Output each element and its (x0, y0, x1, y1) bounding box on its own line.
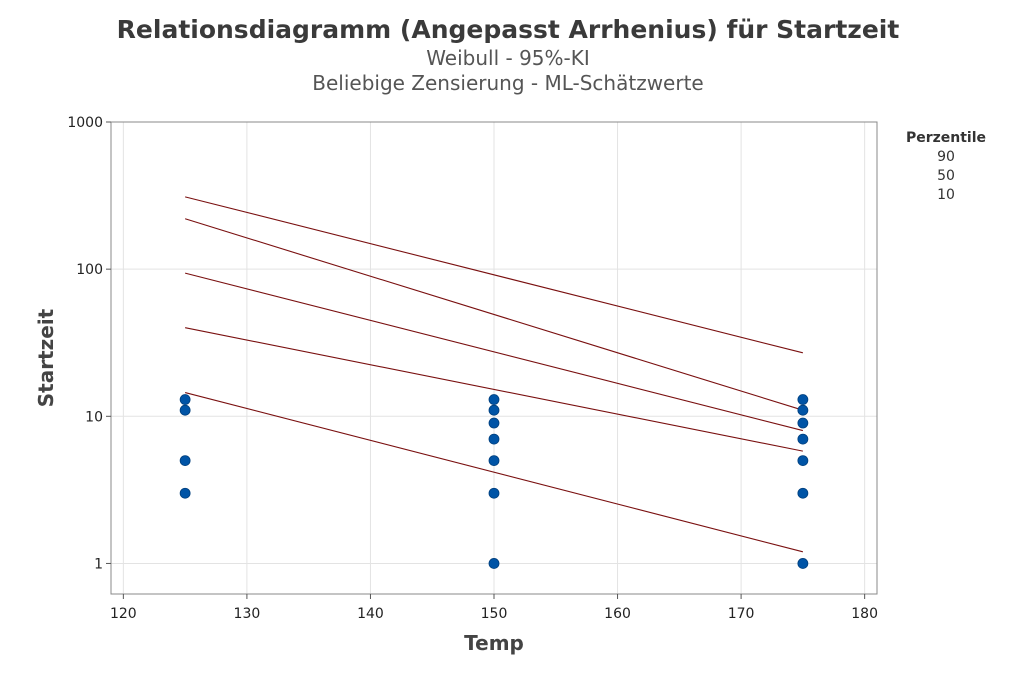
y-tick-label: 1 (94, 556, 103, 572)
x-tick-label: 130 (234, 606, 261, 622)
legend-entry-90: 90 (937, 149, 955, 165)
data-point (488, 417, 500, 429)
x-tick-label: 120 (110, 606, 137, 622)
data-point (797, 433, 809, 445)
data-point (179, 404, 191, 416)
chart-subtitle-distribution: Weibull - 95%-KI (426, 46, 590, 70)
legend-entry-10: 10 (937, 187, 955, 203)
legend-title: Perzentile (905, 130, 987, 146)
x-tick-label: 160 (604, 606, 631, 622)
data-point (179, 455, 191, 466)
chart-title: Relationsdiagramm (Angepasst Arrhenius) … (116, 15, 900, 44)
data-point (179, 487, 191, 499)
chart-subtitle-method: Beliebige Zensierung - ML-Schätzwerte (312, 71, 704, 95)
x-tick-label: 170 (728, 606, 755, 622)
y-axis-label: Startzeit (34, 308, 58, 407)
legend: Perzentile 90 50 10 (896, 130, 996, 205)
y-tick-label: 1000 (67, 115, 103, 131)
x-tick-label: 150 (481, 606, 508, 622)
legend-entry-50: 50 (937, 168, 955, 184)
y-tick-label: 10 (85, 409, 103, 425)
data-point (797, 417, 809, 429)
data-point (797, 455, 809, 466)
fit-line (184, 272, 804, 432)
x-axis-label: Temp (464, 631, 524, 655)
data-point (797, 404, 809, 416)
x-tick-label: 140 (357, 606, 384, 622)
data-point (797, 394, 809, 405)
x-tick-label: 180 (851, 606, 878, 622)
data-point (488, 487, 500, 499)
fit-line (184, 392, 804, 553)
data-point (488, 394, 500, 405)
data-point (488, 404, 500, 416)
fit-line (184, 218, 804, 411)
data-point (179, 394, 191, 405)
fit-line (184, 196, 804, 354)
data-point (488, 433, 500, 445)
data-point (797, 487, 809, 499)
data-point (488, 558, 500, 569)
data-point (488, 455, 500, 466)
y-tick-label: 100 (76, 262, 103, 278)
data-point (797, 558, 809, 569)
fit-line (185, 327, 803, 452)
